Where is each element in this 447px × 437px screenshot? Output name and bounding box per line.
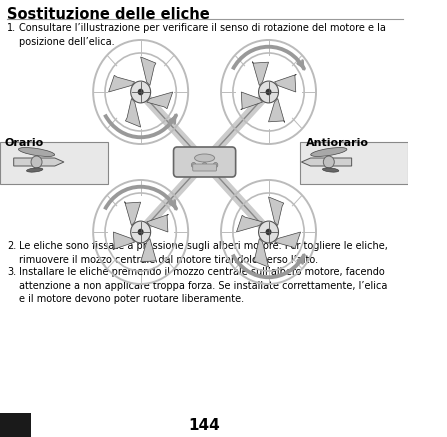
Polygon shape	[141, 57, 156, 86]
Circle shape	[266, 89, 271, 95]
FancyBboxPatch shape	[0, 413, 31, 437]
Ellipse shape	[311, 148, 347, 156]
Circle shape	[258, 221, 278, 243]
Polygon shape	[236, 215, 262, 232]
Circle shape	[323, 156, 334, 168]
Circle shape	[258, 81, 278, 103]
Text: Antiorario: Antiorario	[306, 138, 369, 148]
Polygon shape	[141, 239, 157, 262]
Text: 1.: 1.	[7, 23, 17, 33]
Polygon shape	[14, 158, 64, 166]
FancyBboxPatch shape	[173, 147, 236, 177]
Polygon shape	[274, 74, 296, 92]
Text: Le eliche sono fissate a pressione sugli alberi motore. Per togliere le eliche,
: Le eliche sono fissate a pressione sugli…	[19, 241, 388, 264]
Circle shape	[202, 163, 207, 167]
Polygon shape	[301, 158, 352, 166]
Text: Sostituzione delle eliche: Sostituzione delle eliche	[7, 7, 210, 22]
Polygon shape	[253, 62, 269, 86]
Text: 144: 144	[189, 417, 220, 433]
Polygon shape	[113, 232, 135, 250]
Ellipse shape	[194, 154, 215, 162]
Polygon shape	[269, 197, 284, 225]
Polygon shape	[147, 92, 173, 109]
Text: 2.: 2.	[7, 241, 17, 251]
Polygon shape	[125, 201, 141, 225]
Polygon shape	[253, 239, 269, 267]
Polygon shape	[126, 98, 141, 127]
FancyBboxPatch shape	[0, 142, 108, 184]
Ellipse shape	[26, 168, 43, 172]
Ellipse shape	[18, 148, 55, 156]
Polygon shape	[109, 75, 135, 92]
Circle shape	[191, 163, 196, 167]
Circle shape	[131, 81, 151, 103]
Ellipse shape	[322, 168, 339, 172]
Polygon shape	[269, 98, 285, 122]
Circle shape	[266, 229, 271, 235]
Text: IT: IT	[10, 420, 21, 430]
Polygon shape	[241, 92, 262, 110]
Circle shape	[213, 163, 218, 167]
Text: Orario: Orario	[4, 138, 44, 148]
Circle shape	[31, 156, 42, 168]
Polygon shape	[274, 232, 300, 249]
Circle shape	[131, 221, 151, 243]
Circle shape	[138, 89, 143, 95]
Text: 3.: 3.	[7, 267, 17, 277]
FancyBboxPatch shape	[300, 142, 408, 184]
Circle shape	[138, 229, 143, 235]
Polygon shape	[147, 215, 169, 232]
Text: Installare le eliche premendo il mozzo centrale sull’albero motore, facendo
atte: Installare le eliche premendo il mozzo c…	[19, 267, 388, 304]
FancyBboxPatch shape	[193, 164, 216, 171]
Text: Consultare l’illustrazione per verificare il senso di rotazione del motore e la
: Consultare l’illustrazione per verificar…	[19, 23, 386, 47]
